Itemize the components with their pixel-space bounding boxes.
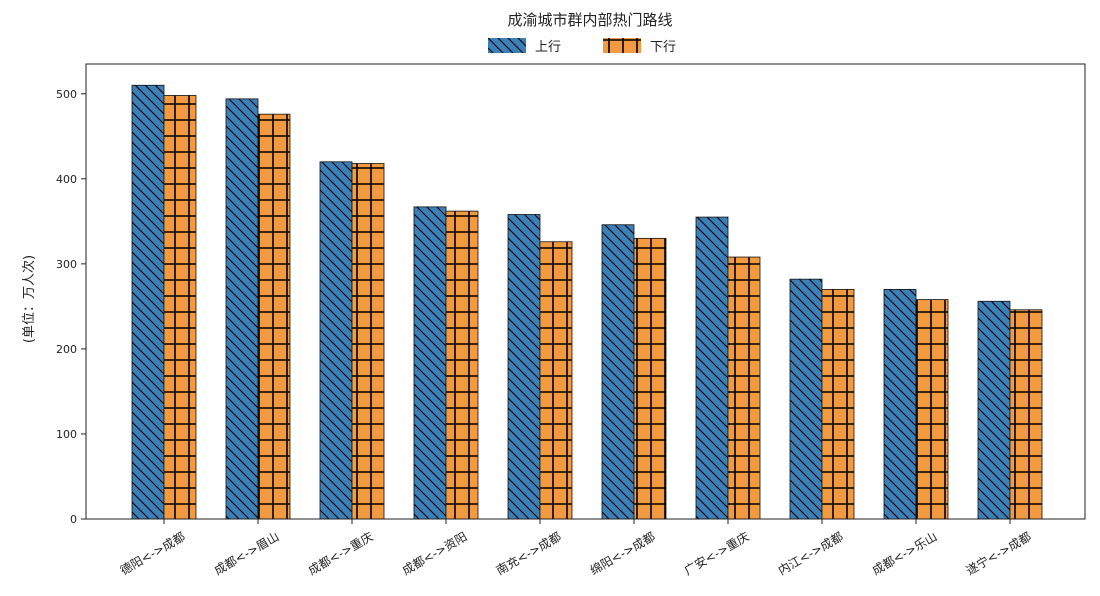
x-tick-label: 成都<->眉山 bbox=[212, 529, 282, 577]
legend-item-down: 下行 bbox=[603, 38, 676, 55]
bar-down bbox=[163, 95, 197, 520]
legend-label-down: 下行 bbox=[650, 40, 676, 55]
bar-hatch bbox=[790, 279, 822, 519]
legend: 上行 下行 bbox=[488, 38, 676, 55]
bar-up bbox=[225, 98, 259, 520]
bar-up bbox=[977, 300, 1011, 520]
bar-hatch bbox=[602, 224, 634, 519]
bar-hatch bbox=[884, 289, 916, 519]
bar-down bbox=[633, 237, 667, 520]
x-tick-label: 遂宁<->成都 bbox=[963, 529, 1033, 578]
bar-up bbox=[319, 161, 353, 520]
bar-up bbox=[789, 278, 823, 520]
x-axis-ticks: 德阳<->成都 成都<->眉山 成都<->重庆 成都<->资阳 南充<->成都 绵阳<->… bbox=[117, 519, 1034, 578]
bar-hatch bbox=[446, 211, 478, 519]
bar-hatch bbox=[258, 114, 290, 520]
bar-hatch bbox=[226, 98, 258, 520]
y-axis-label: (单位：万人次) bbox=[21, 255, 37, 343]
y-tick-label: 0 bbox=[70, 513, 77, 526]
y-tick-label: 500 bbox=[56, 88, 77, 101]
legend-swatch-down-hatch bbox=[603, 38, 641, 53]
x-tick-label: 成都<->重庆 bbox=[306, 529, 376, 577]
bar-down bbox=[257, 113, 291, 520]
x-tick-label: 成都<->乐山 bbox=[870, 529, 940, 577]
bar-hatch bbox=[728, 257, 760, 519]
bar-hatch bbox=[132, 85, 164, 519]
bar-hatch bbox=[164, 95, 196, 520]
y-tick-label: 400 bbox=[56, 173, 77, 186]
y-tick-label: 100 bbox=[56, 428, 77, 441]
bar-up bbox=[883, 288, 917, 520]
bar-hatch bbox=[978, 301, 1010, 519]
legend-item-up: 上行 bbox=[488, 38, 561, 55]
y-axis-ticks: 0 100 200 300 400 500 bbox=[56, 88, 86, 526]
bar-hatch bbox=[414, 206, 446, 519]
bar-hatch bbox=[352, 163, 384, 519]
plot-frame bbox=[85, 63, 1086, 520]
bar-hatch bbox=[822, 289, 854, 519]
legend-swatch-up-hatch bbox=[488, 38, 526, 53]
bar-down bbox=[915, 299, 949, 520]
bar-hatch bbox=[696, 217, 728, 519]
bar-hatch bbox=[916, 299, 948, 519]
legend-label-up: 上行 bbox=[535, 40, 561, 55]
x-tick-label: 南充<->成都 bbox=[493, 529, 563, 578]
x-tick-label: 德阳<->成都 bbox=[117, 529, 187, 578]
bar-up bbox=[601, 224, 635, 520]
bar-hatch bbox=[508, 214, 540, 519]
bar-up bbox=[507, 214, 541, 520]
bar-up bbox=[695, 216, 729, 520]
bar-series bbox=[131, 84, 1043, 520]
bar-hatch bbox=[540, 241, 572, 519]
bar-hatch bbox=[320, 161, 352, 519]
bar-up bbox=[131, 84, 165, 520]
bar-down bbox=[821, 288, 855, 520]
x-tick-label: 成都<->资阳 bbox=[400, 529, 470, 577]
bar-down bbox=[445, 210, 479, 520]
bar-down bbox=[727, 256, 761, 520]
y-tick-label: 300 bbox=[56, 258, 77, 271]
bar-hatch bbox=[1010, 309, 1042, 519]
x-tick-label: 广安<->重庆 bbox=[681, 529, 751, 578]
bar-hatch bbox=[634, 238, 666, 519]
bar-down bbox=[351, 163, 385, 520]
chart-title: 成渝城市群内部热门路线 bbox=[507, 11, 672, 29]
bar-up bbox=[413, 206, 447, 520]
y-tick-label: 200 bbox=[56, 343, 77, 356]
bar-down bbox=[539, 241, 573, 520]
x-tick-label: 绵阳<->成都 bbox=[588, 529, 658, 577]
x-tick-label: 内江<->成都 bbox=[776, 529, 846, 577]
bar-down bbox=[1009, 309, 1043, 520]
